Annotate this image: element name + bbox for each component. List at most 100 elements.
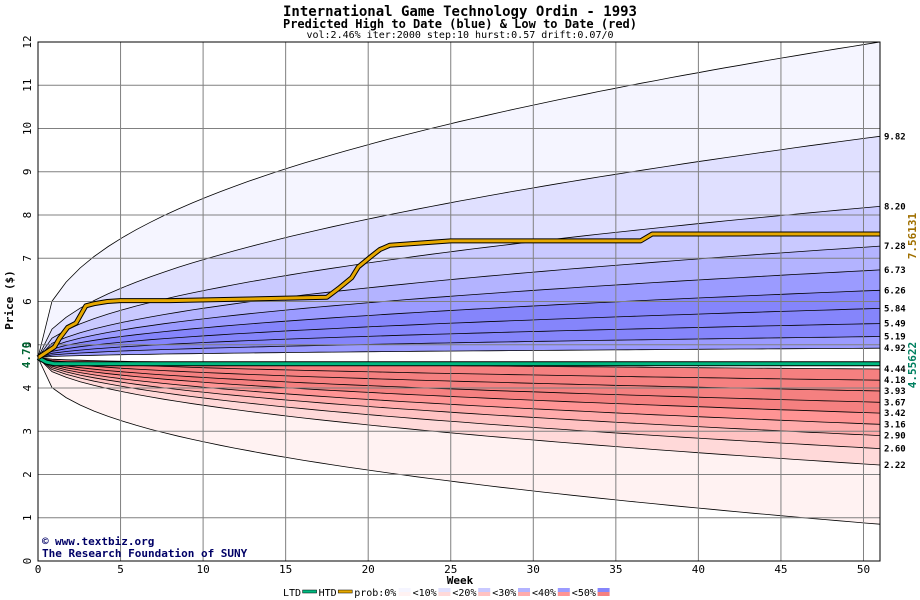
legend-red-swatch-2 xyxy=(478,592,491,596)
legend-band-label-2: <20% xyxy=(452,588,476,599)
legend-red-swatch-4 xyxy=(557,592,570,596)
low-quantile-line-1 xyxy=(37,357,881,381)
x-tick-label-7: 35 xyxy=(609,563,622,576)
high-quantile-label-5: 5.84 xyxy=(884,304,906,314)
y-tick-label-10: 10 xyxy=(21,122,34,135)
high-band-7 xyxy=(38,323,880,358)
low-quantile-line-8 xyxy=(37,357,881,466)
legend-band-label-4: <40% xyxy=(532,588,556,599)
legend-band-label-1: <10% xyxy=(413,588,437,599)
y-tick-label-3: 3 xyxy=(21,428,34,435)
low-band-2 xyxy=(38,357,880,403)
low-quantile-label-6: 2.90 xyxy=(884,432,906,442)
credit-copyright-symbol: © xyxy=(42,535,49,548)
x-tick-label-8: 40 xyxy=(692,563,705,576)
high-quantile-line-2 xyxy=(37,245,881,358)
chart-title: International Game Technology Ordin - 19… xyxy=(283,4,637,20)
legend-ltd-swatch xyxy=(302,589,317,594)
high-quantile-line-1 xyxy=(37,206,881,358)
legend-blue-swatch-4 xyxy=(557,588,570,592)
y-tick-label-6: 6 xyxy=(21,298,34,305)
x-tick-label-0: 0 xyxy=(35,563,42,576)
y-tick-label-12: 12 xyxy=(21,35,34,48)
high-quantile-line-6 xyxy=(37,323,881,359)
upper-envelope-line xyxy=(37,41,881,358)
y-tick-label-5: 5 xyxy=(21,341,34,348)
legend-band-label-5: <50% xyxy=(572,588,596,599)
y-tick-label-2: 2 xyxy=(21,471,34,478)
plot-frame xyxy=(37,41,881,562)
y-tick-label-0: 0 xyxy=(21,558,34,565)
high-band-6 xyxy=(38,308,880,358)
high-quantile-label-7: 5.19 xyxy=(884,333,906,343)
lower-envelope-line xyxy=(37,357,881,525)
x-tick-label-2: 10 xyxy=(196,563,209,576)
high-band-5 xyxy=(38,290,880,358)
chart-subtitle: Predicted High to Date (blue) & Low to D… xyxy=(283,17,637,31)
legend-htd-swatch xyxy=(337,589,353,594)
high-quantile-label-1: 8.20 xyxy=(884,202,906,212)
high-quantile-label-4: 6.26 xyxy=(884,286,906,296)
low-band-3 xyxy=(38,357,880,414)
legend-red-swatch-1 xyxy=(438,592,451,596)
low-quantile-line-6 xyxy=(37,357,881,436)
high-band-1 xyxy=(38,136,880,358)
x-tick-label-4: 20 xyxy=(362,563,375,576)
low-band-8 xyxy=(38,357,880,525)
x-tick-label-5: 25 xyxy=(444,563,457,576)
legend-blue-swatch-1 xyxy=(438,588,451,592)
high-quantile-line-4 xyxy=(37,289,881,359)
high-band-4 xyxy=(38,269,880,358)
y-tick-label-4: 4 xyxy=(21,384,34,391)
low-quantile-line-7 xyxy=(37,357,881,449)
credit-url: www.textbiz.org xyxy=(55,535,154,548)
low-quantile-line-3 xyxy=(37,357,881,403)
legend: LTD HTD prob:0% <10% <20% <30% <40% <50% xyxy=(283,588,610,599)
high-band-0 xyxy=(38,42,880,358)
x-tick-label-1: 5 xyxy=(117,563,124,576)
low-quantile-label-1: 4.18 xyxy=(884,376,906,386)
low-quantile-label-4: 3.42 xyxy=(884,409,906,419)
high-quantile-label-3: 6.73 xyxy=(884,266,906,276)
legend-blue-swatch-3 xyxy=(518,588,530,592)
x-tick-label-6: 30 xyxy=(527,563,540,576)
high-quantile-line-7 xyxy=(37,336,881,359)
legend-red-swatch-0 xyxy=(398,592,411,596)
legend-blue-swatch-0 xyxy=(398,588,411,592)
high-band-8 xyxy=(38,336,880,358)
x-tick-label-10: 50 xyxy=(857,563,870,576)
low-quantile-line-5 xyxy=(37,357,881,425)
low-band-5 xyxy=(38,357,880,436)
low-quantile-label-3: 3.67 xyxy=(884,398,906,408)
y-axis-label: Price ($) xyxy=(3,270,16,330)
legend-ltd-label: LTD xyxy=(283,588,301,599)
y-tick-label-7: 7 xyxy=(21,255,34,262)
low-band-6 xyxy=(38,357,880,449)
htd-final-label: 7.56131 xyxy=(906,212,919,259)
high-quantile-line-8 xyxy=(37,347,881,359)
ltd-line xyxy=(37,356,880,366)
low-band-7 xyxy=(38,357,880,465)
ltd-final-label: 4.55622 xyxy=(906,342,919,388)
quantile-lines xyxy=(37,41,881,525)
htd-line xyxy=(37,232,880,359)
low-quantile-line-4 xyxy=(37,357,881,414)
x-axis-label: Week xyxy=(447,574,474,587)
legend-blue-swatch-5 xyxy=(597,588,610,592)
low-quantile-label-0: 4.44 xyxy=(884,365,906,375)
low-band-1 xyxy=(38,357,880,391)
y-tick-label-1: 1 xyxy=(21,514,34,521)
high-quantile-label-8: 4.92 xyxy=(884,344,906,354)
high-band-2 xyxy=(38,206,880,358)
legend-band-label-0: prob:0% xyxy=(354,588,396,599)
high-band-3 xyxy=(38,246,880,358)
high-quantile-line-5 xyxy=(37,308,881,359)
legend-htd-label: HTD xyxy=(319,588,337,599)
legend-blue-swatch-2 xyxy=(478,588,491,592)
chart-params: vol:2.46% iter:2000 step:10 hurst:0.57 d… xyxy=(306,30,613,41)
legend-red-swatch-3 xyxy=(518,592,530,596)
legend-band-label-3: <30% xyxy=(492,588,516,599)
credit-organization: The Research Foundation of SUNY xyxy=(42,547,248,560)
